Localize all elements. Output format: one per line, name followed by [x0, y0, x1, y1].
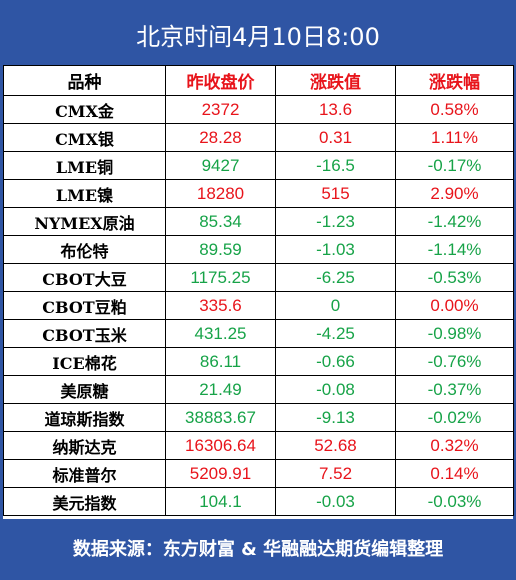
- cell-value: -0.17%: [395, 151, 514, 180]
- instrument-name: CBOT玉米: [3, 319, 166, 348]
- cell-value: -1.42%: [395, 207, 514, 236]
- instrument-name: LME镍: [3, 179, 166, 208]
- instrument-name: 美元指数: [3, 487, 166, 516]
- cell-value: -16.5: [275, 151, 396, 180]
- cell-value: 431.25: [165, 319, 276, 348]
- cell-value: -0.37%: [395, 375, 514, 404]
- table-row: 美元指数 104.1 -0.03 -0.03%: [3, 487, 514, 516]
- cell-value: 1175.25: [165, 263, 276, 292]
- cell-value: -0.98%: [395, 319, 514, 348]
- cell-value: 0: [275, 291, 396, 320]
- instrument-name: NYMEX原油: [3, 207, 166, 236]
- cell-value: -0.02%: [395, 403, 514, 432]
- table-row: LME铜 9427 -16.5 -0.17%: [3, 151, 514, 180]
- footer: 数据来源：东方财富 & 华融融达期货编辑整理: [3, 519, 513, 577]
- cell-value: 0.58%: [395, 95, 514, 124]
- table-row: NYMEX原油 85.34 -1.23 -1.42%: [3, 207, 514, 236]
- cell-value: 86.11: [165, 347, 276, 376]
- cell-value: 89.59: [165, 235, 276, 264]
- cell-value: -1.23: [275, 207, 396, 236]
- column-header: 昨收盘价: [165, 65, 276, 96]
- table-row: 标准普尔 5209.91 7.52 0.14%: [3, 459, 514, 488]
- cell-value: 0.00%: [395, 291, 514, 320]
- cell-value: 18280: [165, 179, 276, 208]
- cell-value: 7.52: [275, 459, 396, 488]
- cell-value: 21.49: [165, 375, 276, 404]
- cell-value: -9.13: [275, 403, 396, 432]
- table-row: CMX银 28.28 0.31 1.11%: [3, 123, 514, 152]
- cell-value: -1.03: [275, 235, 396, 264]
- cell-value: -0.76%: [395, 347, 514, 376]
- table-row: 道琼斯指数 38883.67 -9.13 -0.02%: [3, 403, 514, 432]
- cell-value: 0.31: [275, 123, 396, 152]
- instrument-name: ICE棉花: [3, 347, 166, 376]
- instrument-name: 标准普尔: [3, 459, 166, 488]
- cell-value: 2372: [165, 95, 276, 124]
- cell-value: 85.34: [165, 207, 276, 236]
- table-row: 布伦特 89.59 -1.03 -1.14%: [3, 235, 514, 264]
- cell-value: -0.66: [275, 347, 396, 376]
- cell-value: 28.28: [165, 123, 276, 152]
- instrument-name: 美原糖: [3, 375, 166, 404]
- cell-value: -1.14%: [395, 235, 514, 264]
- instrument-name: CBOT大豆: [3, 263, 166, 292]
- cell-value: -4.25: [275, 319, 396, 348]
- cell-value: -6.25: [275, 263, 396, 292]
- table-row: 美原糖 21.49 -0.08 -0.37%: [3, 375, 514, 404]
- cell-value: 104.1: [165, 487, 276, 516]
- cell-value: -0.08: [275, 375, 396, 404]
- table-row: LME镍 18280 515 2.90%: [3, 179, 514, 208]
- instrument-name: LME铜: [3, 151, 166, 180]
- instrument-name: 布伦特: [3, 235, 166, 264]
- cell-value: 38883.67: [165, 403, 276, 432]
- cell-value: 13.6: [275, 95, 396, 124]
- cell-value: 0.14%: [395, 459, 514, 488]
- table-row: CBOT玉米 431.25 -4.25 -0.98%: [3, 319, 514, 348]
- quote-table: 品种 昨收盘价 涨跌值 涨跌幅 CMX金 2372 13.6 0.58% CMX银 28.28 0…: [3, 65, 514, 516]
- column-header: 品种: [3, 65, 166, 96]
- column-header: 涨跌幅: [395, 65, 514, 96]
- instrument-name: 道琼斯指数: [3, 403, 166, 432]
- cell-value: -0.53%: [395, 263, 514, 292]
- table-row: 纳斯达克 16306.64 52.68 0.32%: [3, 431, 514, 460]
- cell-value: 2.90%: [395, 179, 514, 208]
- instrument-name: CMX金: [3, 95, 166, 124]
- cell-value: 52.68: [275, 431, 396, 460]
- cell-value: -0.03: [275, 487, 396, 516]
- instrument-name: 纳斯达克: [3, 431, 166, 460]
- cell-value: 1.11%: [395, 123, 514, 152]
- cell-value: 335.6: [165, 291, 276, 320]
- title: 北京时间4月10日8:00: [3, 3, 513, 65]
- table-row: ICE棉花 86.11 -0.66 -0.76%: [3, 347, 514, 376]
- table-row: CBOT豆粕 335.6 0 0.00%: [3, 291, 514, 320]
- cell-value: 5209.91: [165, 459, 276, 488]
- cell-value: -0.03%: [395, 487, 514, 516]
- table-body: CMX金 2372 13.6 0.58% CMX银 28.28 0.31 1.11% LME铜 9…: [3, 95, 514, 516]
- column-header: 涨跌值: [275, 65, 396, 96]
- header-row: 品种 昨收盘价 涨跌值 涨跌幅: [3, 65, 514, 96]
- instrument-name: CBOT豆粕: [3, 291, 166, 320]
- table-row: CBOT大豆 1175.25 -6.25 -0.53%: [3, 263, 514, 292]
- cell-value: 9427: [165, 151, 276, 180]
- cell-value: 16306.64: [165, 431, 276, 460]
- cell-value: 0.32%: [395, 431, 514, 460]
- table-row: CMX金 2372 13.6 0.58%: [3, 95, 514, 124]
- instrument-name: CMX银: [3, 123, 166, 152]
- cell-value: 515: [275, 179, 396, 208]
